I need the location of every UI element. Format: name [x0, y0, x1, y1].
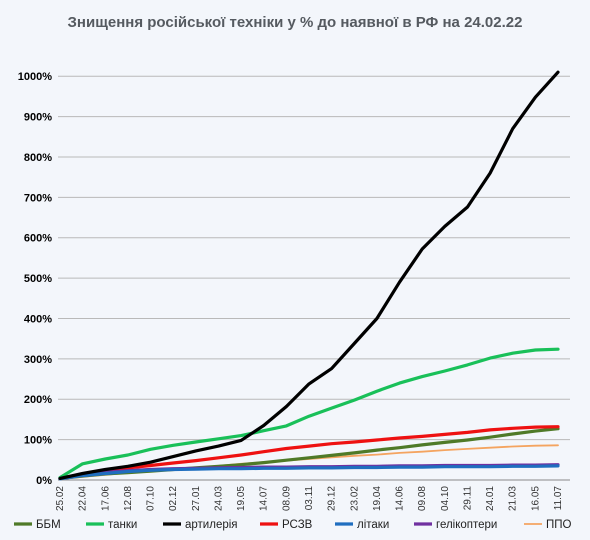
x-tick-label: 23.02	[349, 486, 360, 511]
x-tick-label: 03.11	[304, 486, 315, 511]
y-tick-label: 500%	[24, 273, 52, 285]
x-tick-label: 27.01	[191, 486, 202, 511]
y-tick-label: 200%	[24, 394, 52, 406]
series-line-ППО	[59, 444, 559, 481]
x-tick-label: 08.09	[281, 486, 292, 511]
y-tick-label: 800%	[24, 152, 52, 164]
legend-label: літаки	[357, 519, 389, 531]
x-tick-label: 07.10	[146, 486, 157, 511]
x-tick-label: 24.01	[485, 486, 496, 511]
legend: ББМ танки артилерія РСЗВ літаки гелікоптери ПП…	[14, 519, 572, 531]
legend-label: РСЗВ	[282, 519, 313, 531]
series-line-літаки	[58, 464, 560, 481]
x-tick-label: 24.03	[213, 486, 224, 511]
x-tick-label: 25.02	[55, 486, 66, 511]
y-tick-label: 600%	[24, 233, 52, 245]
legend-label: артилерія	[185, 519, 238, 531]
x-tick-label: 11.07	[553, 486, 564, 511]
x-tick-label: 02.12	[168, 486, 179, 511]
chart-title: Знищення російської техніки у % до наявн…	[67, 14, 523, 31]
x-tick-label: 22.04	[78, 486, 89, 511]
x-tick-label: 14.06	[395, 486, 406, 511]
y-tick-label: 0%	[36, 475, 52, 487]
x-tick-label: 09.08	[417, 486, 428, 511]
y-tick-label: 300%	[24, 354, 52, 366]
y-tick-label: 1000%	[18, 71, 52, 83]
x-tick-label: 16.05	[530, 486, 541, 511]
series-line-артилерія	[58, 70, 560, 480]
x-tick-label: 04.10	[440, 486, 451, 511]
x-tick-label: 29.11	[462, 486, 473, 511]
x-tick-label: 21.03	[508, 486, 519, 511]
x-tick-label: 17.06	[100, 486, 111, 511]
y-tick-label: 700%	[24, 192, 52, 204]
x-tick-label: 12.08	[123, 486, 134, 511]
y-axis: 0% 100% 200% 300% 400% 500% 600% 700% 800% 900% 10…	[18, 71, 52, 487]
series-line-РСЗВ	[58, 425, 560, 480]
x-tick-label: 29.12	[327, 486, 338, 511]
x-tick-label: 19.04	[372, 486, 383, 511]
y-tick-label: 900%	[24, 112, 52, 124]
legend-label: ППО	[546, 519, 572, 531]
y-tick-label: 400%	[24, 313, 52, 325]
x-axis: 25.02 22.04 17.06 12.08 07.10 02.12 27.01 24.03…	[55, 486, 564, 511]
x-tick-label: 19.05	[236, 486, 247, 511]
gridlines	[58, 75, 570, 481]
x-tick-label: 14.07	[259, 486, 270, 511]
series-line-танки	[58, 347, 560, 480]
legend-label: танки	[108, 519, 137, 531]
y-tick-label: 100%	[24, 435, 52, 447]
legend-label: ББМ	[36, 519, 61, 531]
legend-label: гелікоптери	[436, 519, 497, 531]
series-lines	[58, 70, 560, 481]
